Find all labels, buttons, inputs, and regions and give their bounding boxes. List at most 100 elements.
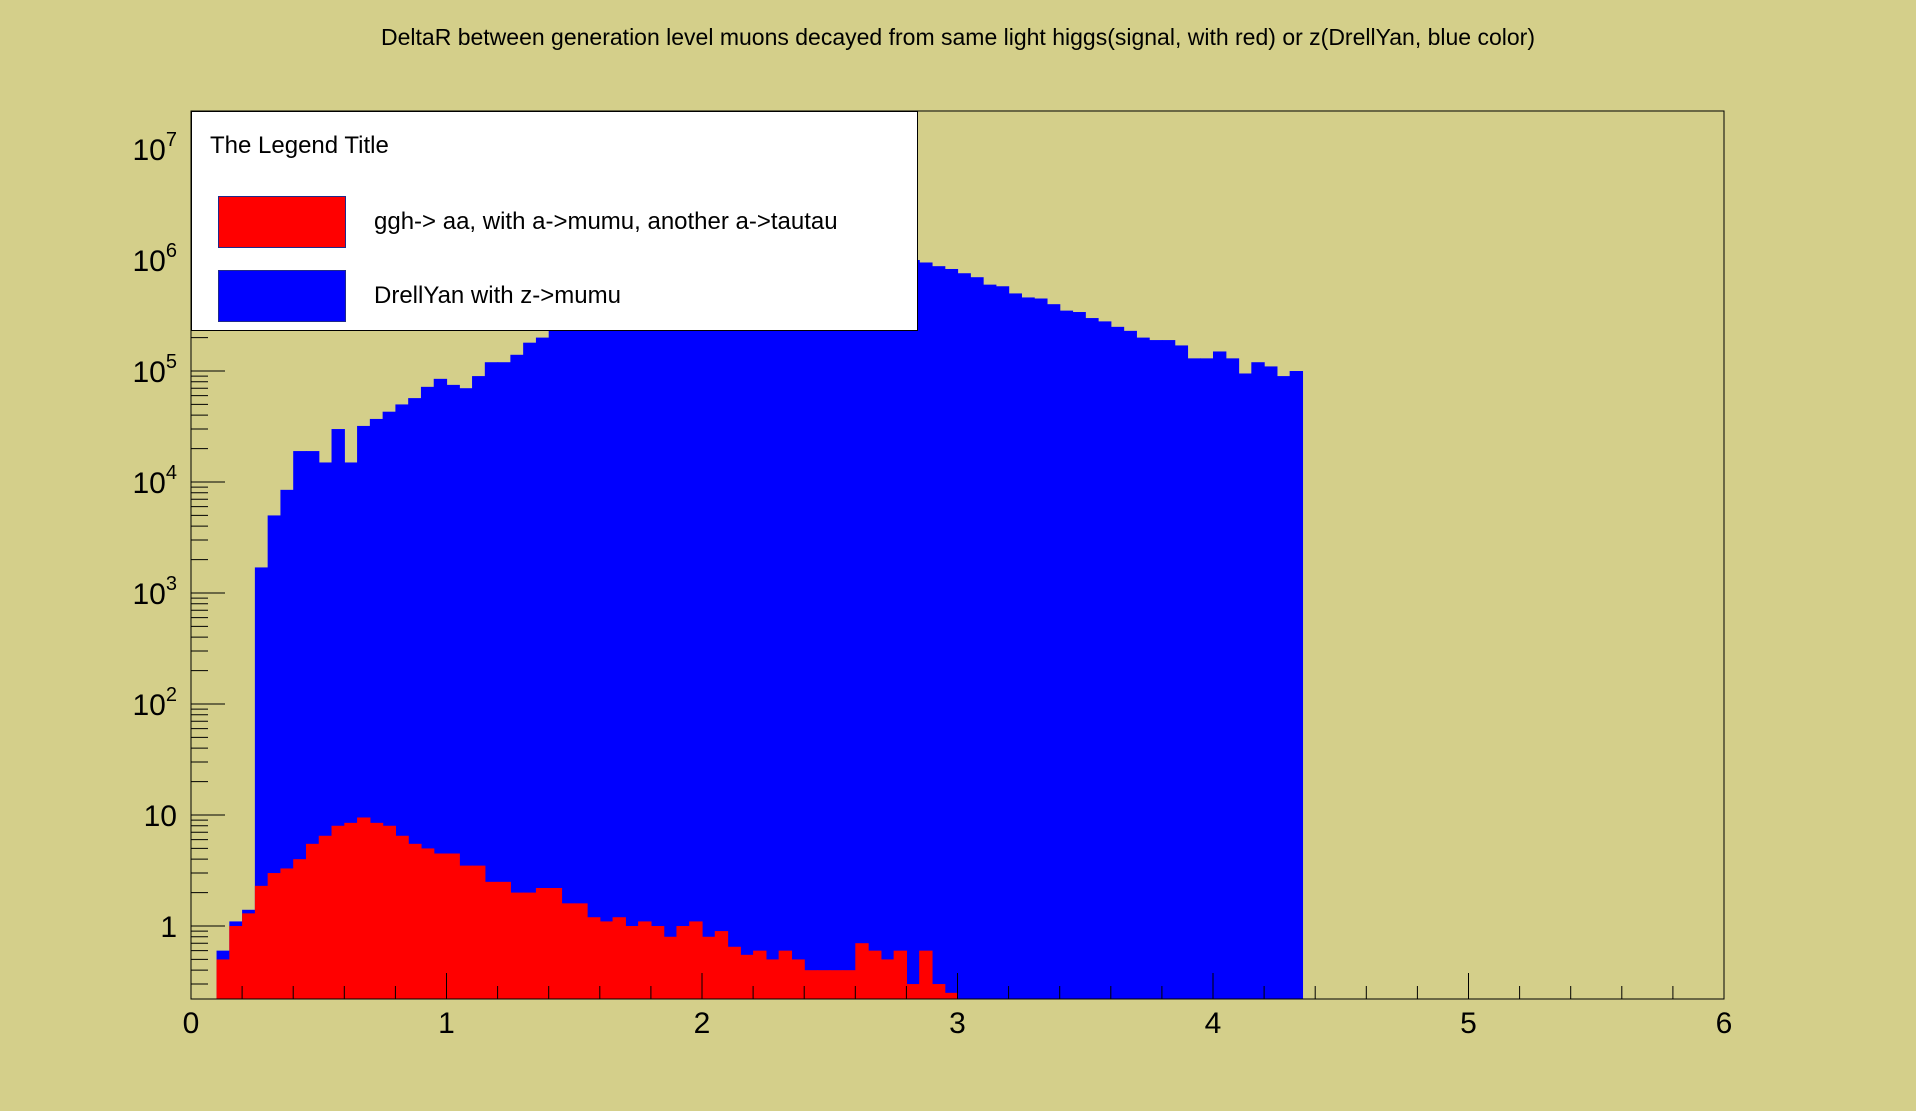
histogram-bar-series-1: [919, 262, 933, 1000]
histogram-bar-series-2: [625, 926, 639, 999]
histogram-bar-series-2: [254, 885, 269, 999]
histogram-bar-series-1: [1289, 371, 1304, 999]
x-tick-label: 4: [1205, 1007, 1222, 1040]
histogram-bar-series-1: [880, 249, 895, 1000]
histogram-bar-series-1: [599, 298, 614, 999]
histogram-bar-series-2: [727, 946, 741, 999]
histogram-bar-series-2: [612, 917, 626, 999]
histogram-bar-series-2: [548, 888, 563, 999]
histogram-bar-series-2: [829, 970, 844, 999]
legend: The Legend Title ggh-> aa, with a->mumu,…: [191, 111, 918, 331]
histogram-bar-series-2: [318, 835, 333, 999]
histogram-bar-series-2: [842, 970, 856, 999]
legend-swatch-drellyan: [218, 270, 346, 322]
histogram-bar-series-2: [433, 853, 448, 999]
histogram-bar-series-2: [868, 950, 882, 999]
legend-swatch-signal: [218, 196, 346, 248]
histogram-bar-series-1: [906, 260, 920, 999]
histogram-bar-series-2: [689, 921, 703, 999]
histogram-bar-series-1: [459, 388, 473, 1000]
histogram-bar-series-2: [293, 859, 307, 999]
histogram-bar-series-1: [676, 255, 690, 1000]
histogram-bar-series-2: [791, 959, 805, 999]
x-tick-label: 6: [1716, 1007, 1733, 1040]
histogram-bar-series-2: [395, 835, 409, 999]
histogram-bar-series-1: [1238, 373, 1252, 1000]
histogram-bar-series-1: [650, 270, 665, 999]
histogram-bar-series-2: [804, 970, 818, 999]
histogram-bar-series-2: [650, 926, 665, 999]
histogram-bar-series-1: [1264, 366, 1278, 1000]
histogram-bar-series-1: [1200, 358, 1214, 999]
histogram-bar-series-1: [1085, 318, 1099, 999]
histogram-bar-series-2: [484, 881, 499, 999]
histogram-bar-series-2: [267, 873, 282, 999]
histogram-bar-series-2: [472, 865, 486, 999]
histogram-bar-series-1: [625, 283, 639, 1000]
histogram-bar-series-2: [216, 959, 230, 999]
histogram-bar-series-1: [1276, 376, 1291, 999]
legend-label-signal: ggh-> aa, with a->mumu, another a->tauta…: [374, 208, 838, 235]
histogram-bar-series-1: [663, 261, 678, 999]
histogram-bar-series-1: [1251, 362, 1265, 999]
histogram-bar-series-2: [535, 888, 550, 999]
histogram-bar-series-1: [753, 199, 767, 999]
histogram-bar-series-2: [778, 950, 793, 999]
histogram-bar-series-1: [995, 286, 1010, 999]
histogram-bar-series-2: [446, 853, 460, 999]
histogram-bar-series-2: [369, 822, 384, 999]
histogram-bar-series-1: [1123, 330, 1137, 999]
histogram-bar-series-2: [510, 892, 524, 999]
histogram-bar-series-1: [1110, 326, 1125, 999]
x-tick-label: 5: [1460, 1007, 1477, 1040]
y-tick-label: 105: [133, 351, 178, 389]
histogram-bar-series-1: [714, 229, 729, 999]
histogram-bar-series-1: [931, 266, 946, 999]
histogram-bar-series-1: [1225, 358, 1240, 999]
histogram-bar-series-1: [612, 291, 626, 999]
histogram-bar-series-2: [497, 881, 511, 999]
histogram-bar-series-1: [778, 189, 793, 1000]
histogram-bar-series-1: [484, 362, 499, 999]
histogram-bar-series-1: [689, 247, 703, 999]
y-tick-label: 10: [144, 800, 177, 833]
histogram-bar-series-1: [1072, 312, 1086, 999]
histogram-bar-series-1: [893, 253, 907, 999]
histogram-bar-series-1: [1149, 340, 1163, 999]
histogram-bar-series-1: [791, 205, 805, 999]
histogram-bar-series-2: [229, 926, 243, 999]
histogram-bar-series-1: [829, 229, 844, 999]
histogram-bar-series-1: [510, 354, 524, 999]
histogram-bar-series-1: [548, 328, 563, 999]
histogram-bar-series-2: [523, 892, 537, 999]
histogram-bar-series-2: [638, 921, 652, 999]
histogram-bar-series-2: [305, 843, 320, 999]
histogram-bar-series-1: [561, 318, 575, 999]
histogram-bar-series-2: [816, 970, 831, 999]
histogram-bar-series-2: [740, 954, 754, 999]
histogram-bar-series-2: [574, 903, 588, 999]
histogram-bar-series-1: [1059, 310, 1074, 999]
histogram-bar-series-2: [331, 825, 345, 999]
histogram-bar-series-1: [535, 337, 550, 999]
histogram-bar-series-2: [855, 943, 869, 999]
histogram-bar-series-1: [727, 219, 741, 1000]
histogram-bar-series-2: [676, 926, 690, 999]
histogram-bar-series-2: [663, 936, 678, 999]
histogram-bar-series-2: [344, 822, 358, 999]
y-tick-label: 106: [133, 240, 178, 278]
histogram-bar-series-1: [420, 386, 435, 1000]
histogram-bar-series-2: [880, 959, 895, 999]
histogram-bar-series-1: [804, 213, 818, 999]
y-tick-label: 103: [133, 573, 178, 611]
histogram-bar-series-2: [382, 825, 396, 999]
legend-title: The Legend Title: [210, 132, 389, 159]
histogram-bar-series-2: [587, 917, 601, 999]
histogram-bar-series-1: [957, 273, 971, 999]
histogram-bar-series-2: [420, 848, 435, 999]
histogram-bar-series-2: [280, 868, 294, 999]
histogram-bar-series-2: [702, 936, 716, 999]
y-tick-label: 107: [133, 129, 178, 167]
